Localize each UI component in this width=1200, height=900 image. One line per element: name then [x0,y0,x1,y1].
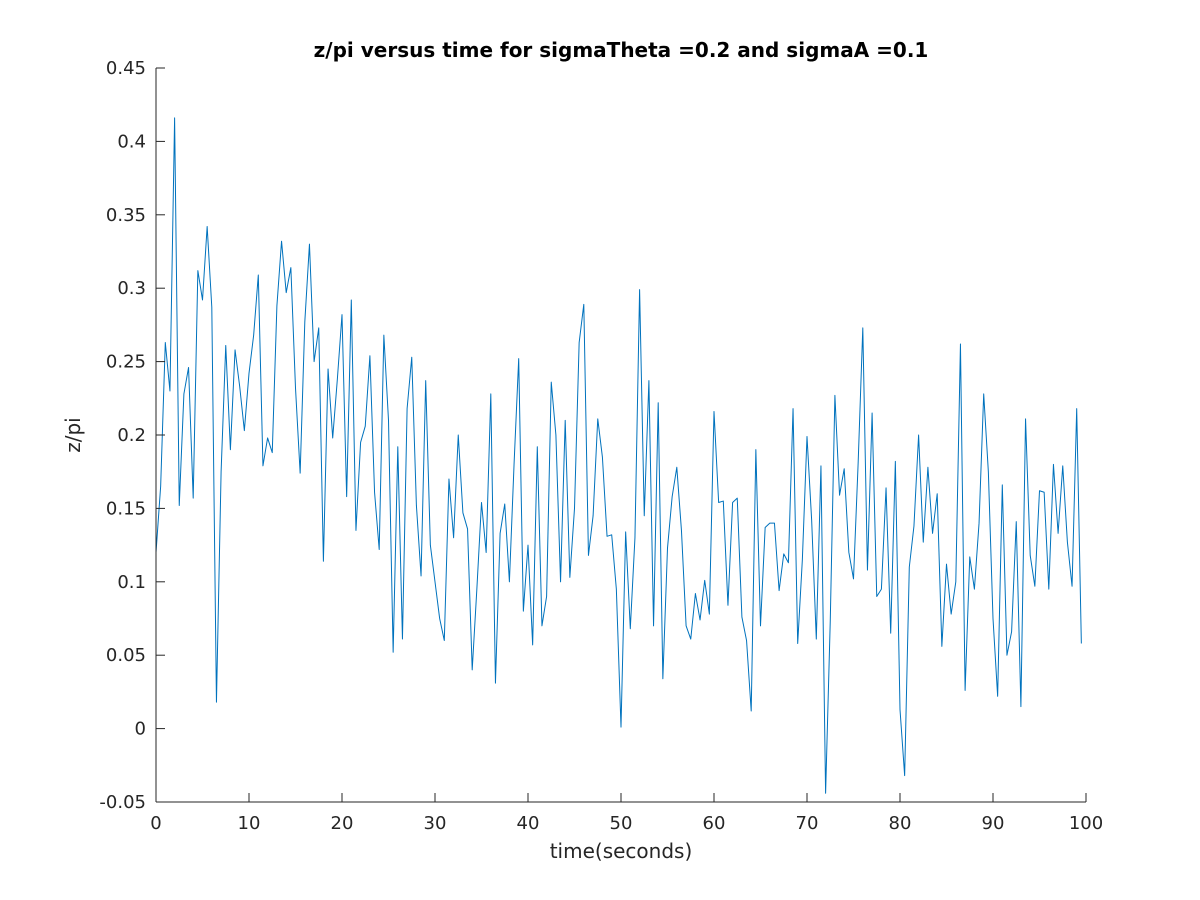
y-tick-label: 0 [135,719,146,740]
x-tick-label: 30 [424,813,447,834]
y-tick-label: 0.2 [117,425,146,446]
y-axis-label: z/pi [61,417,85,453]
x-tick-label: 90 [982,813,1005,834]
x-tick-label: 0 [150,813,161,834]
x-tick-label: 70 [796,813,819,834]
y-tick-label: 0.45 [106,58,146,79]
plot-area [156,68,1086,802]
y-tick-label: 0.4 [117,131,146,152]
x-tick-label: 20 [331,813,354,834]
y-tick-label: 0.25 [106,352,146,373]
x-tick-label: 80 [889,813,912,834]
series-line-0 [155,117,1082,794]
axes-layer: 0 10 20 30 40 50 60 70 80 90 100-0.0500.050.10.150… [99,58,1103,834]
x-tick-label: 10 [238,813,261,834]
y-tick-label: 0.05 [106,645,146,666]
chart-title: z/pi versus time for sigmaTheta =0.2 and… [314,38,929,62]
x-tick-label: 100 [1069,813,1103,834]
y-tick-label: -0.05 [99,792,146,813]
y-tick-label: 0.15 [106,498,146,519]
y-tick-label: 0.35 [106,205,146,226]
x-tick-label: 50 [610,813,633,834]
x-axis-label: time(seconds) [550,839,693,863]
y-tick-label: 0.1 [117,572,146,593]
y-tick-label: 0.3 [117,278,146,299]
x-tick-label: 40 [517,813,540,834]
series-layer [155,117,1082,794]
x-tick-label: 60 [703,813,726,834]
